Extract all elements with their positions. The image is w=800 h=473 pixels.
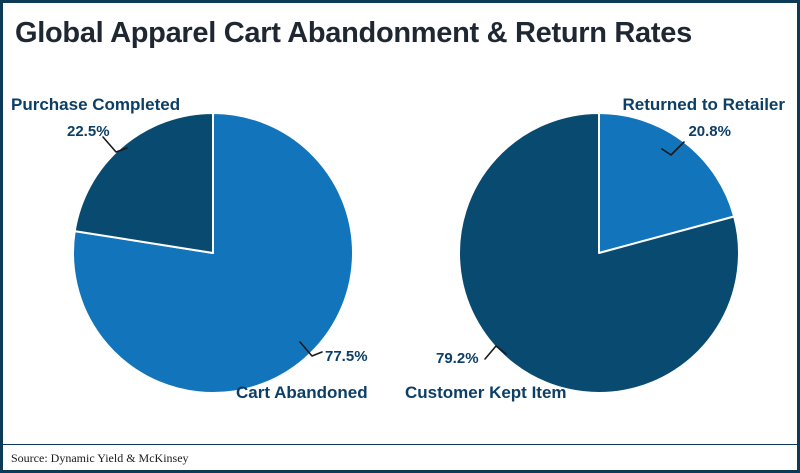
pie-chart-return-rates	[458, 112, 740, 394]
slice-pct-cart-abandoned: 77.5%	[325, 348, 368, 365]
slice-label-cart-abandoned: Cart Abandoned	[236, 383, 368, 402]
slice-label-purchase-completed: Purchase Completed	[11, 95, 181, 114]
slice-pct-purchase-completed: 22.5%	[67, 123, 110, 140]
pie-chart-cart-abandonment	[72, 112, 354, 394]
slice-pct-returned-to-retailer: 20.8%	[688, 123, 731, 140]
slice-pct-customer-kept-item: 79.2%	[436, 350, 479, 367]
slice-label-returned-to-retailer: Returned to Retailer	[622, 95, 785, 114]
slice-label-customer-kept-item: Customer Kept Item	[405, 383, 567, 402]
footer-divider	[3, 444, 797, 445]
pie-slice-cart-abandoned	[72, 112, 354, 394]
pie-slice-customer-kept-item	[458, 112, 740, 394]
source-attribution: Source: Dynamic Yield & McKinsey	[11, 451, 189, 465]
chart-title: Global Apparel Cart Abandonment & Return…	[15, 17, 692, 49]
